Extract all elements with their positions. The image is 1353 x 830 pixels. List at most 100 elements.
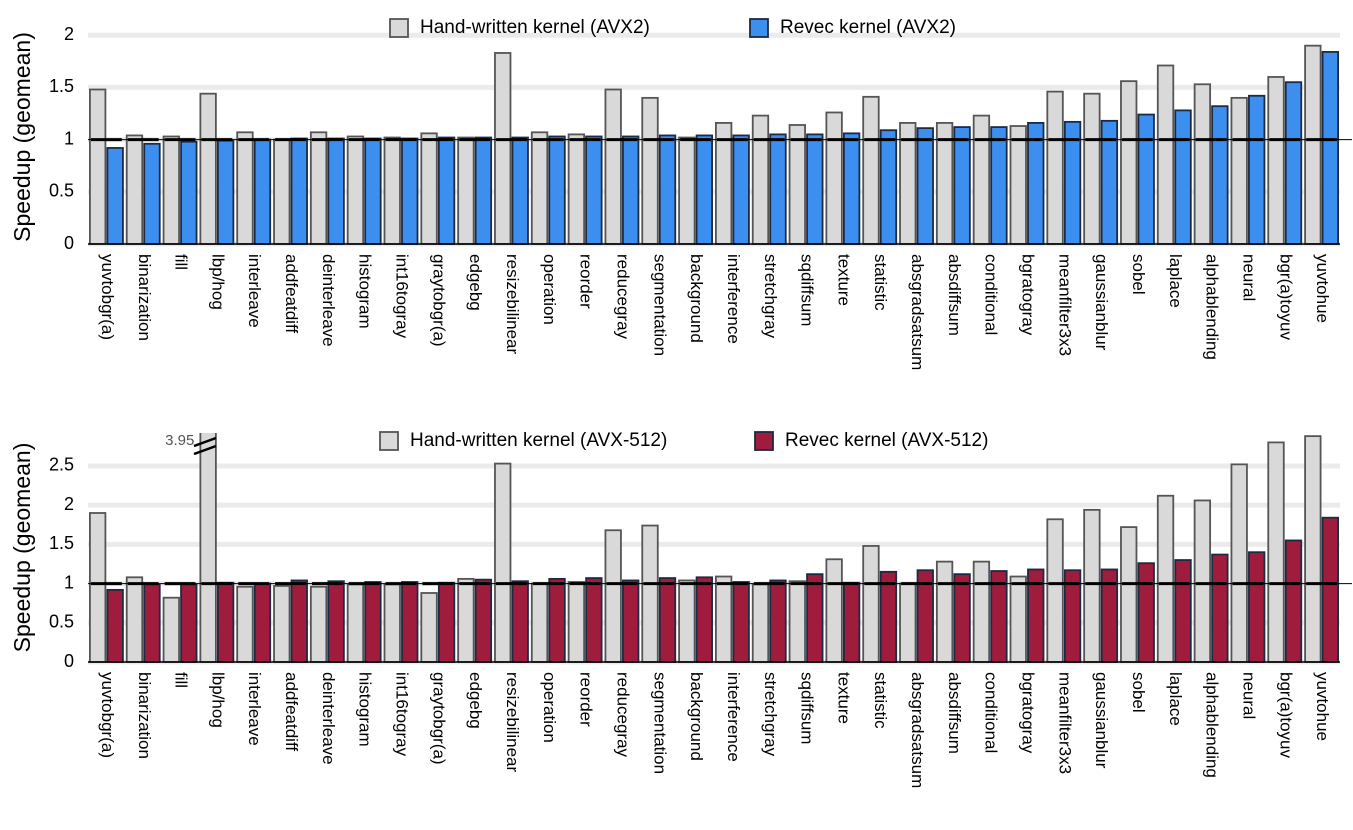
bar [162,135,180,245]
bar [658,577,677,663]
bar [199,433,217,663]
bar [567,133,586,245]
bar [695,134,713,245]
bar [383,583,401,663]
bar [732,581,750,663]
bars [89,44,1339,245]
x-tick-label: absdiffsum [945,254,964,336]
bar [530,131,549,245]
legend-label: Hand-written kernel (AVX2) [420,17,650,38]
x-tick-label: conditional [982,254,1001,335]
bar [253,138,272,245]
bar [953,126,971,245]
bar [290,579,308,663]
bar [530,582,549,663]
value-label: 3.95 [165,432,194,449]
bar [1267,441,1285,663]
x-tick-label: stretchgray [761,254,780,339]
bar [180,140,198,245]
bar [548,135,566,245]
x-tick-label: histogram [356,672,375,747]
x-tick-label: yuvtohue [1313,672,1332,741]
x-tick-label: addfeatdiff [282,254,301,333]
x-tick-label: interference [724,672,743,762]
legend-swatch [389,18,409,38]
bar [1211,553,1229,663]
x-tick-label: lbp/hog [208,672,227,728]
bar [567,581,586,663]
x-tick-label: statistic [871,254,890,311]
bar [236,131,254,245]
bar [199,92,217,245]
bar [972,560,991,663]
bar [457,136,475,245]
bar [290,137,308,245]
legend-label: Hand-written kernel (AVX-512) [410,430,667,451]
x-tick-label: interference [724,254,743,344]
bar [1193,83,1212,245]
bar [972,114,991,245]
bar [1284,539,1303,663]
bar [641,524,659,663]
bar [1230,463,1248,663]
bar [751,583,770,663]
bar [678,579,696,663]
x-tick-label: interleave [245,254,264,328]
bars [89,433,1339,663]
bar [622,135,640,245]
x-tick-label: histogram [356,254,375,329]
x-tick-label: absgradsatsum [908,254,927,370]
axis-break [193,436,217,456]
bar [125,134,144,245]
bar [1193,499,1212,663]
bar [125,576,144,663]
bar [474,136,493,245]
x-tick-label: graytobgr(a) [429,672,448,765]
x-tick-label: alphablending [1203,672,1222,778]
x-tick-label: lbp/hog [208,254,227,310]
bar [1009,125,1027,245]
bar [678,136,696,245]
bar [879,129,898,245]
y-tick-label: 2.5 [49,455,74,475]
y-axis-label: Speedup (geomean) [9,443,35,653]
bar [788,580,806,663]
bar [862,95,880,245]
y-tick-label: 1 [64,128,74,148]
x-tick-label: segmentation [650,254,669,356]
x-tick-label: sqdiffsum [798,254,817,326]
x-tick-label: sqdiffsum [798,672,817,744]
bar [788,124,806,245]
y-tick-label: 1 [64,572,74,592]
x-tick-label: laplace [1166,254,1185,308]
legend-label: Revec kernel (AVX2) [780,17,956,38]
bar [143,583,161,663]
legend-label: Revec kernel (AVX-512) [785,430,988,451]
bar [658,134,677,245]
bar [585,577,603,663]
bar [604,88,622,245]
bar [89,512,107,663]
x-tick-label: gaussianblur [1092,254,1111,351]
bar [899,582,917,663]
x-tick-label: deinterleave [319,672,338,765]
bar [1304,44,1322,245]
x-tick-label: stretchgray [761,672,780,757]
bar [106,588,124,663]
x-tick-label: bgratogray [1019,672,1038,754]
bar [420,132,438,245]
bar [401,581,419,663]
bar [511,136,529,245]
bar [1137,113,1155,245]
x-tick-label: fill [172,254,191,270]
bar [437,136,456,245]
x-tick-label: meanfilter3x3 [1055,254,1074,356]
bar [1304,435,1322,663]
bar [732,134,750,245]
bar [879,570,898,663]
bar [1156,64,1175,245]
bar [1267,76,1285,245]
bar [548,577,566,663]
y-tick-label: 0.5 [49,612,74,632]
bar [806,573,824,663]
